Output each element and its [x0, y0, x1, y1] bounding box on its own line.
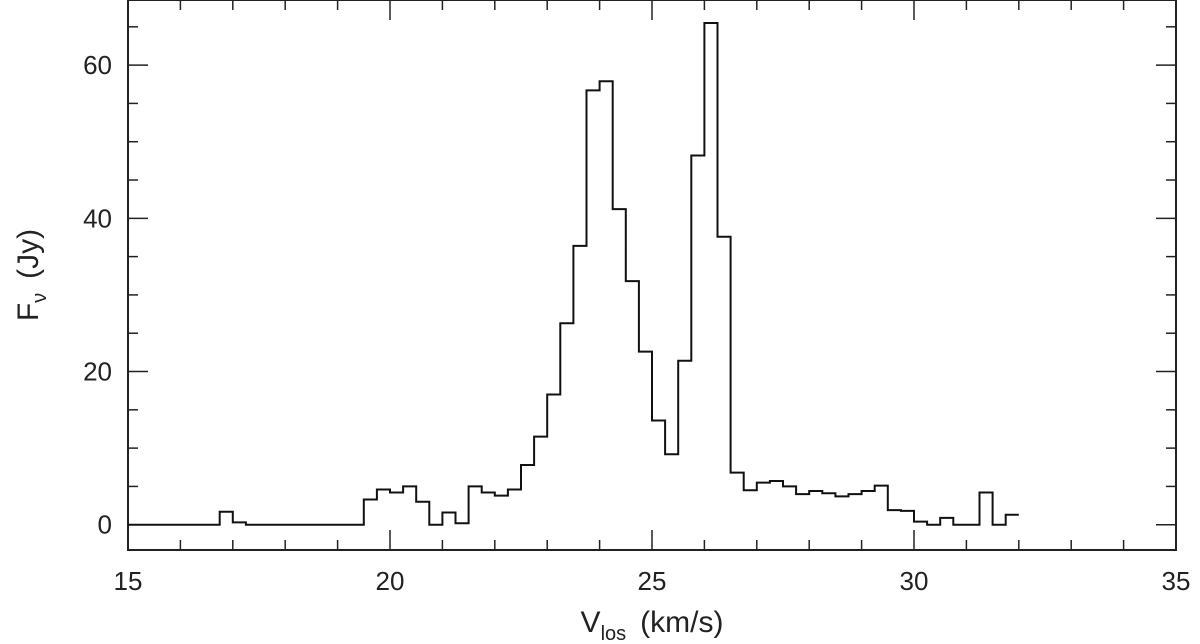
spectrum-step-line [128, 21, 1019, 526]
axis-tick-labels: 15 20 25 30 35 0 20 40 60 [83, 50, 1190, 596]
x-tick-label: 35 [1162, 566, 1191, 596]
plot-frame [127, 0, 1177, 551]
y-tick-label: 40 [83, 203, 112, 233]
x-axis-title: Vlos (km/s) [581, 606, 724, 644]
y-axis-title: Fν (Jy) [12, 229, 51, 321]
x-tick-label: 25 [638, 566, 667, 596]
y-tick-label: 60 [83, 50, 112, 80]
x-axis-subscript: los [601, 623, 627, 644]
y-tick-label: 0 [98, 510, 112, 540]
x-tick-label: 30 [900, 566, 929, 596]
x-axis-units: (km/s) [640, 606, 723, 639]
y-tick-label: 20 [83, 357, 112, 387]
x-axis-symbol: V [581, 606, 601, 639]
y-axis-units: (Jy) [12, 229, 45, 279]
y-axis-subscript: ν [29, 293, 51, 303]
axis-ticks [127, 0, 1177, 550]
x-tick-label: 15 [114, 566, 143, 596]
y-axis-symbol: F [12, 303, 45, 321]
x-tick-label: 20 [376, 566, 405, 596]
